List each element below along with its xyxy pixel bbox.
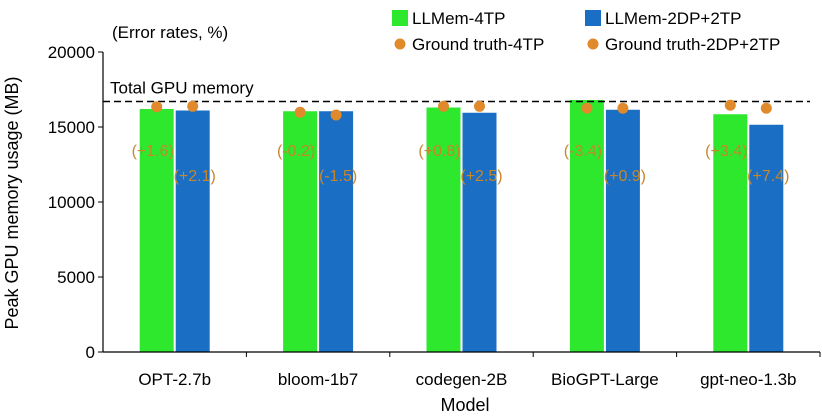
error-label-4tp: (+1.6)	[132, 143, 174, 160]
legend-label: Ground truth-4TP	[412, 35, 544, 54]
error-label-2dp-2tp: (+7.4)	[747, 168, 789, 185]
bar-llmem-2dp-2tp	[605, 109, 640, 352]
y-tick-label: 0	[86, 343, 95, 362]
legend-label: Ground truth-2DP+2TP	[605, 35, 780, 54]
x-tick-label: bloom-1b7	[278, 370, 358, 389]
point-ground-truth-4tp	[151, 101, 163, 113]
bar-llmem-2dp-2tp	[319, 111, 354, 352]
error-label-4tp: (+0.8)	[418, 143, 460, 160]
point-ground-truth-4tp	[294, 106, 306, 118]
total-gpu-memory-label: Total GPU memory	[110, 79, 254, 98]
bar-llmem-4tp	[569, 100, 604, 352]
y-tick-label: 15000	[48, 118, 95, 137]
error-label-2dp-2tp: (+2.5)	[460, 168, 502, 185]
x-tick-label: OPT-2.7b	[138, 370, 211, 389]
x-axis-label: Model	[440, 395, 489, 415]
point-ground-truth-2dp-2tp	[760, 102, 772, 114]
x-tick-label: codegen-2B	[416, 370, 508, 389]
point-ground-truth-2dp-2tp	[330, 109, 342, 121]
bar-llmem-2dp-2tp	[175, 110, 210, 352]
y-tick-label: 5000	[57, 268, 95, 287]
y-axis-label: Peak GPU memory usage (MB)	[2, 76, 22, 329]
legend-marker	[394, 38, 406, 50]
legend-label: LLMem-2DP+2TP	[605, 9, 742, 28]
legend-swatch	[585, 10, 601, 26]
point-ground-truth-2dp-2tp	[617, 102, 629, 114]
bar-llmem-4tp	[713, 114, 748, 352]
bar-llmem-4tp	[283, 111, 318, 352]
bar-llmem-2dp-2tp	[462, 112, 497, 352]
x-tick-label: BioGPT-Large	[551, 370, 659, 389]
legend-marker	[587, 38, 599, 50]
point-ground-truth-4tp	[581, 102, 593, 114]
legend-label: LLMem-4TP	[412, 9, 506, 28]
error-label-2dp-2tp: (+0.9)	[604, 168, 646, 185]
point-ground-truth-4tp	[724, 99, 736, 111]
y-tick-label: 10000	[48, 193, 95, 212]
error-label-4tp: (-3.4)	[564, 143, 602, 160]
legend-swatch	[392, 10, 408, 26]
error-label-2dp-2tp: (-1.5)	[319, 168, 357, 185]
x-tick-label: gpt-neo-1.3b	[700, 370, 796, 389]
bar-llmem-2dp-2tp	[749, 124, 784, 352]
error-label-2dp-2tp: (+2.1)	[174, 168, 216, 185]
bar-llmem-4tp	[139, 109, 174, 352]
point-ground-truth-2dp-2tp	[474, 100, 485, 112]
y-tick-label: 20000	[48, 43, 95, 62]
error-rate-note: (Error rates, %)	[112, 23, 228, 42]
point-ground-truth-2dp-2tp	[187, 100, 199, 112]
bar-llmem-4tp	[426, 107, 461, 352]
error-label-4tp: (-0.2)	[277, 143, 315, 160]
point-ground-truth-4tp	[438, 100, 449, 112]
error-label-4tp: (+3.4)	[705, 143, 747, 160]
